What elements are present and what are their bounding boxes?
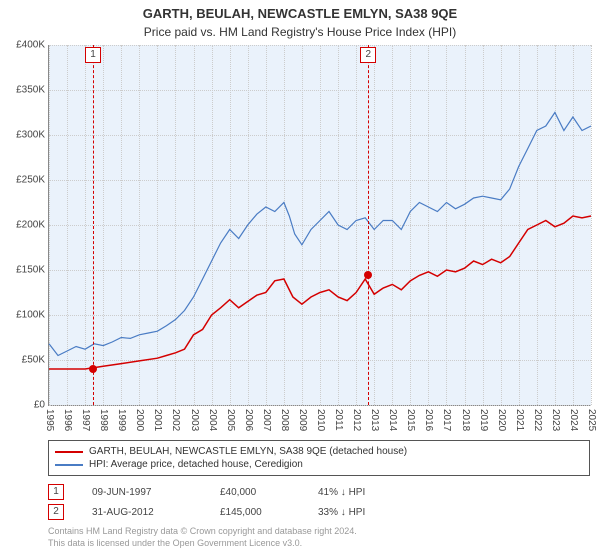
grid-horizontal [49,405,591,406]
chart-title: GARTH, BEULAH, NEWCASTLE EMLYN, SA38 9QE [0,0,600,21]
x-axis-label: 2016 [423,409,434,431]
event-row-date: 09-JUN-1997 [92,487,192,498]
event-row-price: £40,000 [220,487,290,498]
event-line [368,45,369,405]
series-line-1 [49,113,591,356]
event-row-num: 1 [48,484,64,500]
event-row: 2 31-AUG-2012 £145,000 33% ↓ HPI [48,502,590,522]
legend-label: HPI: Average price, detached house, Cere… [89,459,303,470]
event-row-date: 31-AUG-2012 [92,507,192,518]
x-axis-label: 2003 [189,409,200,431]
footer-line-2: This data is licensed under the Open Gov… [48,538,590,550]
y-axis-label: £300K [16,130,49,141]
x-axis-label: 2004 [207,409,218,431]
x-axis-label: 2022 [532,409,543,431]
x-axis-label: 2012 [351,409,362,431]
y-axis-label: £350K [16,85,49,96]
event-point [89,365,97,373]
event-row-price: £145,000 [220,507,290,518]
x-axis-label: 2002 [170,409,181,431]
series-svg [49,45,591,405]
legend-row: HPI: Average price, detached house, Cere… [55,458,583,471]
x-axis-label: 2018 [460,409,471,431]
x-axis-label: 2020 [496,409,507,431]
x-axis-label: 2023 [550,409,561,431]
x-axis-label: 2000 [134,409,145,431]
event-point [364,271,372,279]
x-axis-label: 2010 [315,409,326,431]
y-axis-label: £400K [16,40,49,51]
event-marker-box: 2 [360,47,376,63]
x-axis-label: 1997 [80,409,91,431]
x-axis-label: 2006 [243,409,254,431]
event-marker-box: 1 [85,47,101,63]
legend-swatch [55,464,83,466]
x-axis-label: 2014 [387,409,398,431]
x-axis-label: 2001 [152,409,163,431]
x-axis-label: 1998 [98,409,109,431]
event-line [93,45,94,405]
y-axis-label: £250K [16,175,49,186]
y-axis-label: £200K [16,220,49,231]
x-axis-label: 1999 [116,409,127,431]
footer-attribution: Contains HM Land Registry data © Crown c… [48,526,590,549]
x-axis-label: 1996 [62,409,73,431]
footer-line-1: Contains HM Land Registry data © Crown c… [48,526,590,538]
chart-subtitle: Price paid vs. HM Land Registry's House … [0,21,600,45]
x-axis-label: 2013 [369,409,380,431]
legend-swatch [55,451,83,453]
x-axis-label: 2007 [261,409,272,431]
x-axis-label: 2008 [279,409,290,431]
x-axis-label: 1995 [44,409,55,431]
event-row-num: 2 [48,504,64,520]
event-row-diff: 41% ↓ HPI [318,487,408,498]
series-line-0 [49,216,591,369]
legend-row: GARTH, BEULAH, NEWCASTLE EMLYN, SA38 9QE… [55,445,583,458]
x-axis-label: 2009 [297,409,308,431]
x-axis-label: 2015 [405,409,416,431]
x-axis-label: 2019 [478,409,489,431]
x-axis-label: 2024 [568,409,579,431]
y-axis-label: £150K [16,265,49,276]
legend-label: GARTH, BEULAH, NEWCASTLE EMLYN, SA38 9QE… [89,446,407,457]
x-axis-label: 2005 [225,409,236,431]
x-axis-label: 2021 [514,409,525,431]
event-row: 1 09-JUN-1997 £40,000 41% ↓ HPI [48,482,590,502]
legend: GARTH, BEULAH, NEWCASTLE EMLYN, SA38 9QE… [48,440,590,476]
y-axis-label: £100K [16,310,49,321]
y-axis-label: £50K [22,355,49,366]
x-axis-label: 2017 [441,409,452,431]
chart-plot-area: £0£50K£100K£150K£200K£250K£300K£350K£400… [48,45,591,406]
events-table: 1 09-JUN-1997 £40,000 41% ↓ HPI 2 31-AUG-2012… [48,482,590,522]
event-row-diff: 33% ↓ HPI [318,507,408,518]
x-axis-label: 2025 [586,409,597,431]
x-axis-label: 2011 [333,409,344,431]
grid-vertical [591,45,592,405]
